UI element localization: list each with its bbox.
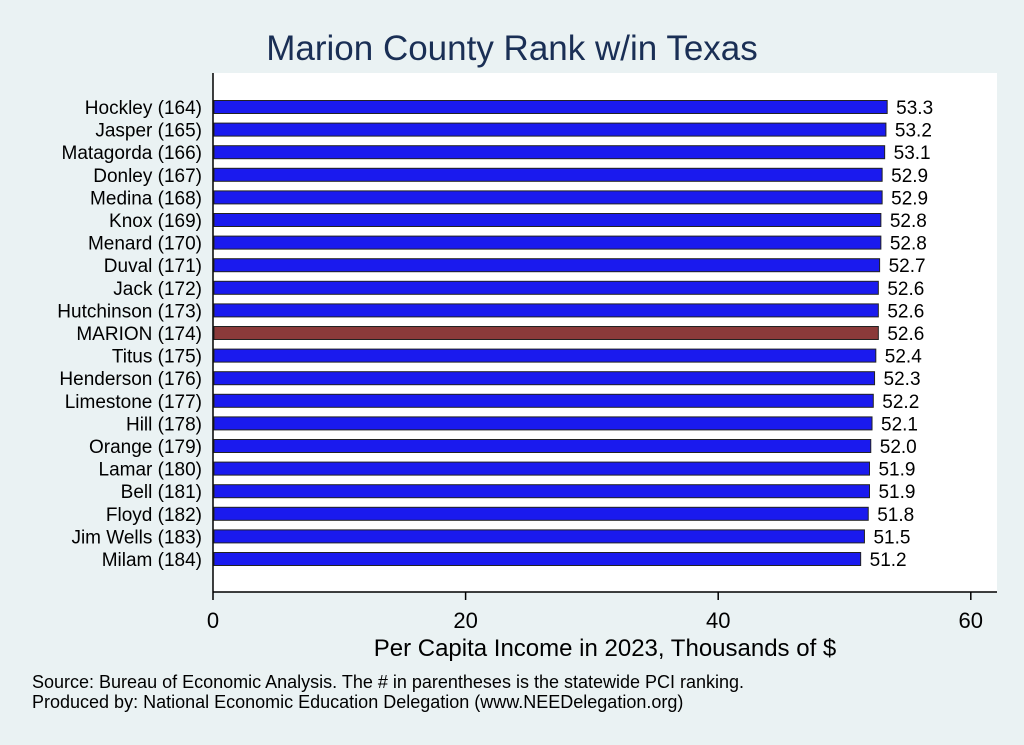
category-label: Jack (172)	[113, 279, 202, 300]
x-tick-label: 40	[706, 608, 730, 633]
category-label: Jim Wells (183)	[71, 527, 202, 548]
bar	[213, 371, 876, 386]
category-label: MARION (174)	[76, 324, 202, 345]
bar	[213, 303, 879, 318]
bar	[213, 213, 882, 227]
bar-highlight	[213, 326, 879, 340]
source-note: Source: Bureau of Economic Analysis. The…	[32, 672, 745, 692]
bar	[213, 439, 872, 453]
value-label: 52.0	[880, 437, 917, 458]
x-tick-label: 0	[207, 608, 219, 633]
value-label: 51.2	[870, 550, 907, 571]
value-label: 52.3	[884, 369, 921, 390]
value-label: 52.6	[887, 301, 924, 322]
value-label: 52.1	[881, 414, 918, 435]
category-label: Floyd (182)	[106, 505, 202, 526]
category-label: Duval (171)	[104, 256, 202, 277]
x-tick-label: 60	[959, 608, 983, 633]
value-label: 51.8	[877, 505, 914, 526]
value-label: 52.6	[887, 279, 924, 300]
bar	[213, 552, 862, 566]
category-label: Bell (181)	[121, 482, 202, 503]
category-label: Henderson (176)	[59, 369, 202, 390]
value-label: 51.9	[878, 460, 915, 481]
produced-by-note: Produced by: National Economic Education…	[32, 692, 684, 712]
chart-title: Marion County Rank w/in Texas	[266, 29, 758, 68]
bar	[213, 280, 879, 295]
bar	[213, 100, 888, 114]
category-label: Menard (170)	[88, 234, 202, 255]
bar	[213, 145, 886, 160]
category-label: Matagorda (166)	[62, 143, 202, 164]
value-label: 53.2	[895, 121, 932, 142]
bar	[213, 529, 865, 544]
value-label: 52.9	[891, 166, 928, 187]
bar	[213, 506, 869, 521]
value-label: 52.2	[882, 392, 919, 413]
bar	[213, 190, 883, 205]
value-label: 53.1	[894, 143, 931, 164]
bar	[213, 416, 873, 431]
value-label: 52.9	[891, 188, 928, 209]
value-label: 51.5	[873, 527, 910, 548]
value-label: 52.4	[885, 347, 922, 368]
category-label: Titus (175)	[112, 347, 202, 368]
category-label: Lamar (180)	[99, 460, 203, 481]
category-label: Hockley (164)	[85, 98, 202, 119]
category-label: Orange (179)	[89, 437, 202, 458]
bar	[213, 461, 870, 476]
category-label: Milam (184)	[102, 550, 202, 571]
category-label: Limestone (177)	[65, 392, 202, 413]
category-label: Hutchinson (173)	[57, 301, 202, 322]
value-label: 52.7	[889, 256, 926, 277]
bar	[213, 122, 887, 137]
bar	[213, 484, 870, 499]
category-label: Donley (167)	[93, 166, 202, 187]
bar	[213, 258, 881, 273]
value-label: 51.9	[878, 482, 915, 503]
x-axis-title: Per Capita Income in 2023, Thousands of …	[374, 635, 837, 662]
value-label: 52.8	[890, 234, 927, 255]
category-label: Jasper (165)	[95, 121, 202, 142]
bar	[213, 235, 882, 250]
x-tick-label: 20	[453, 608, 477, 633]
value-label: 53.3	[896, 98, 933, 119]
bar	[213, 167, 883, 182]
bar	[213, 393, 874, 408]
value-label: 52.6	[887, 324, 924, 345]
category-label: Medina (168)	[90, 188, 202, 209]
category-label: Hill (178)	[126, 414, 202, 435]
value-label: 52.8	[890, 211, 927, 232]
bar	[213, 348, 877, 363]
category-label: Knox (169)	[109, 211, 202, 232]
